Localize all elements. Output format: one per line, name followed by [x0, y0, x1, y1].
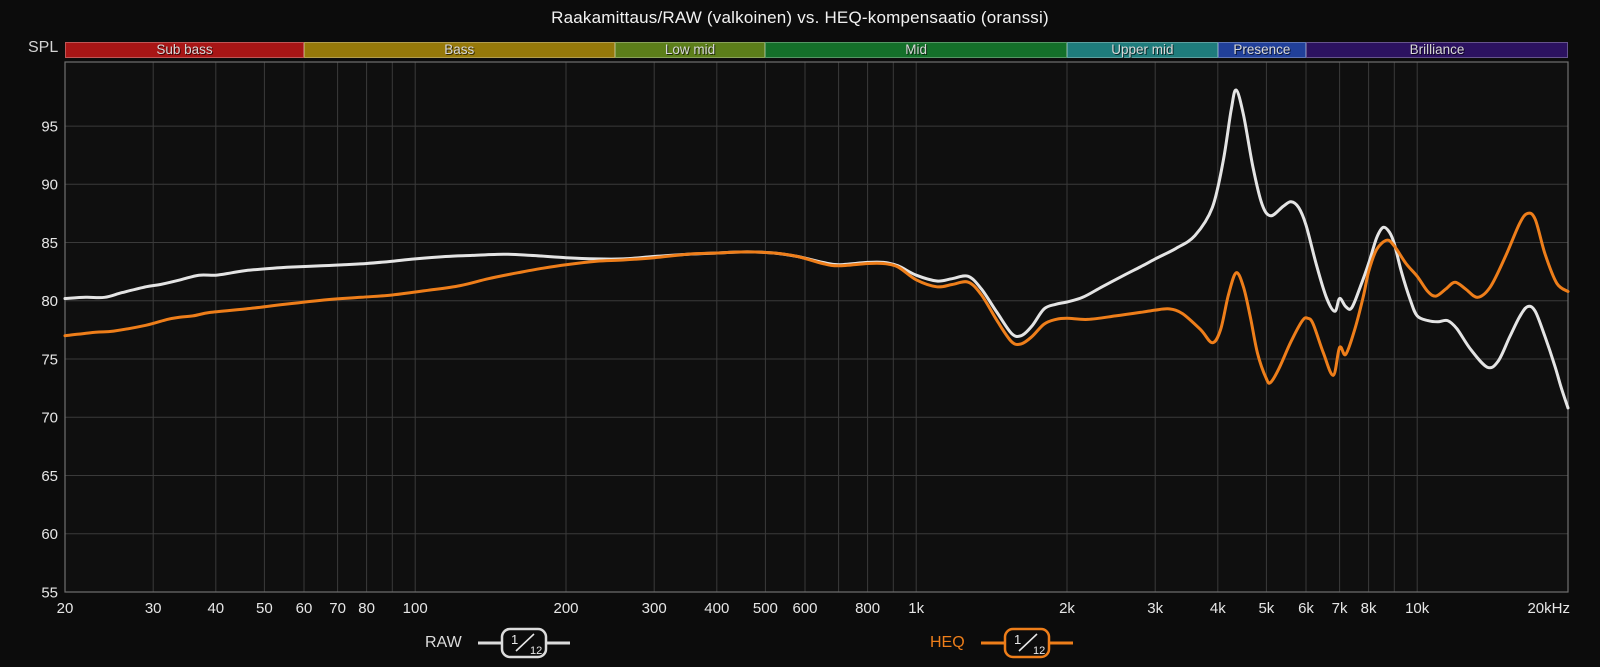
y-tick-label: 90	[41, 177, 58, 194]
x-tick-label: 6k	[1298, 600, 1314, 617]
y-tick-label: 85	[41, 235, 58, 252]
band-low-mid: Low mid	[614, 42, 766, 58]
x-tick-label: 30	[145, 600, 162, 617]
heq-curve	[63, 211, 1570, 385]
legend-item-heq: HEQ 1 12	[930, 626, 1075, 660]
y-tick-labels: 55 60 65 70 75 80 85 90 95	[41, 118, 58, 601]
x-tick-label: 70	[329, 600, 346, 617]
x-tick-label: 20	[57, 600, 74, 617]
legend-raw-label: RAW	[425, 634, 462, 651]
legend-heq-smoothing-num: 1	[1014, 632, 1021, 647]
x-tick-label: 7k	[1332, 600, 1348, 617]
band-label: Sub bass	[156, 42, 213, 57]
legend-heq-smoothing-den: 12	[1033, 645, 1045, 657]
plot-gridlines	[64, 62, 1569, 593]
spl-axis-label: SPL	[28, 39, 59, 56]
plot-background	[65, 62, 1568, 592]
y-tick-label: 75	[41, 351, 58, 368]
band-label: Upper mid	[1111, 42, 1174, 57]
band-label: Bass	[444, 42, 475, 57]
x-tick-label: 300	[642, 600, 667, 617]
x-tick-label: 1k	[908, 600, 924, 617]
legend-heq-label: HEQ	[930, 634, 965, 651]
x-tick-label: 8k	[1361, 600, 1377, 617]
x-tick-label: 800	[855, 600, 880, 617]
x-tick-label: 10k	[1405, 600, 1430, 617]
y-tick-label: 80	[41, 293, 58, 310]
x-tick-label: 400	[704, 600, 729, 617]
x-tick-label: 40	[207, 600, 224, 617]
y-tick-label: 55	[41, 584, 58, 601]
x-tick-labels: 20 30 40 50 60 70 80 100 200 300 400 500 600 800 1k 2k 3…	[57, 600, 1570, 617]
x-tick-label: 100	[403, 600, 428, 617]
legend-raw-glyph: 1 12	[477, 627, 570, 659]
x-tick-label: 2k	[1059, 600, 1075, 617]
x-tick-label: 50	[256, 600, 273, 617]
chart-title: Raakamittaus/RAW (valkoinen) vs. HEQ-kom…	[551, 8, 1049, 27]
legend-heq-smoothing-slash	[1018, 633, 1038, 652]
x-tick-label: 5k	[1258, 600, 1274, 617]
band-bass: Bass	[304, 42, 615, 58]
y-tick-label: 60	[41, 526, 58, 543]
band-presence: Presence	[1217, 42, 1306, 58]
x-tick-label: 3k	[1147, 600, 1163, 617]
legend-raw-smoothing-slash	[515, 633, 535, 652]
legend-heq-glyph: 1 12	[980, 627, 1073, 659]
x-tick-label: 200	[553, 600, 578, 617]
raw-curve	[63, 88, 1570, 410]
x-tick-label: 500	[753, 600, 778, 617]
band-sub-bass: Sub bass	[65, 42, 304, 58]
band-mid: Mid	[765, 42, 1067, 58]
band-label: Presence	[1233, 42, 1291, 57]
plot-border	[64, 61, 1569, 593]
legend-raw-smoothing-den: 12	[530, 645, 542, 657]
legend-raw-smoothing-num: 1	[511, 632, 518, 647]
x-tick-label: 600	[792, 600, 817, 617]
band-upper-mid: Upper mid	[1067, 42, 1218, 58]
band-label: Mid	[905, 42, 928, 57]
band-label: Brilliance	[1409, 42, 1465, 57]
legend-item-raw: RAW 1 12	[425, 626, 572, 660]
band-label: Low mid	[664, 42, 716, 57]
x-tick-label: 80	[358, 600, 375, 617]
y-tick-label: 95	[41, 118, 58, 135]
y-tick-label: 70	[41, 410, 58, 427]
y-tick-label: 65	[41, 468, 58, 485]
band-brilliance: Brilliance	[1306, 42, 1568, 58]
x-tick-label: 60	[296, 600, 313, 617]
x-tick-label: 20kHz	[1527, 600, 1570, 617]
frequency-band-strip: Sub bass Bass Low mid Mid Upper mid Presence B…	[65, 42, 1568, 60]
x-tick-label: 4k	[1210, 600, 1226, 617]
